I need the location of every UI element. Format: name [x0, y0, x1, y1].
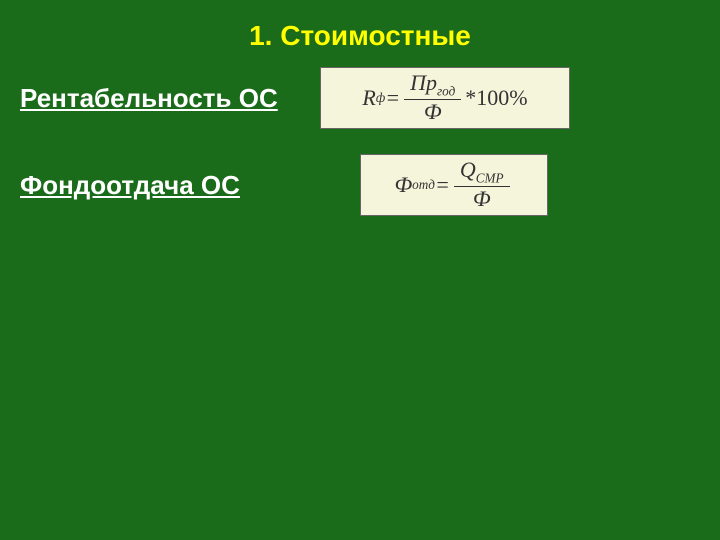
denominator: Ф [418, 100, 448, 124]
num-sub: СМР [476, 171, 504, 186]
formula-box-profitability: Rф = Пргод Ф *100% [320, 67, 570, 129]
numerator: Пргод [404, 71, 461, 100]
formula-capital-productivity: Фотд = QСМР Ф [381, 163, 527, 207]
denominator: Ф [467, 187, 497, 211]
label-capital-productivity: Фондоотдача ОС [0, 170, 320, 201]
fraction: Пргод Ф [404, 71, 461, 124]
numerator: QСМР [454, 158, 510, 187]
label-profitability: Рентабельность ОС [0, 83, 320, 114]
num-sub: год [437, 84, 455, 99]
row-profitability: Рентабельность ОС Rф = Пргод Ф *100% [0, 67, 720, 129]
formula-profitability: Rф = Пргод Ф *100% [341, 76, 549, 120]
lhs-sub: ф [376, 90, 385, 106]
tail: *100% [465, 85, 527, 111]
equals: = [385, 85, 400, 111]
num-main: Q [460, 157, 476, 182]
lhs-main: R [362, 85, 375, 111]
lhs-sub: отд [412, 177, 435, 193]
equals: = [435, 172, 450, 198]
lhs-main: Ф [394, 172, 412, 198]
fraction: QСМР Ф [454, 158, 510, 211]
row-capital-productivity: Фондоотдача ОС Фотд = QСМР Ф [0, 154, 720, 216]
num-main: Пр [410, 70, 437, 95]
slide-title: 1. Стоимостные [0, 0, 720, 67]
formula-box-capital-productivity: Фотд = QСМР Ф [360, 154, 548, 216]
